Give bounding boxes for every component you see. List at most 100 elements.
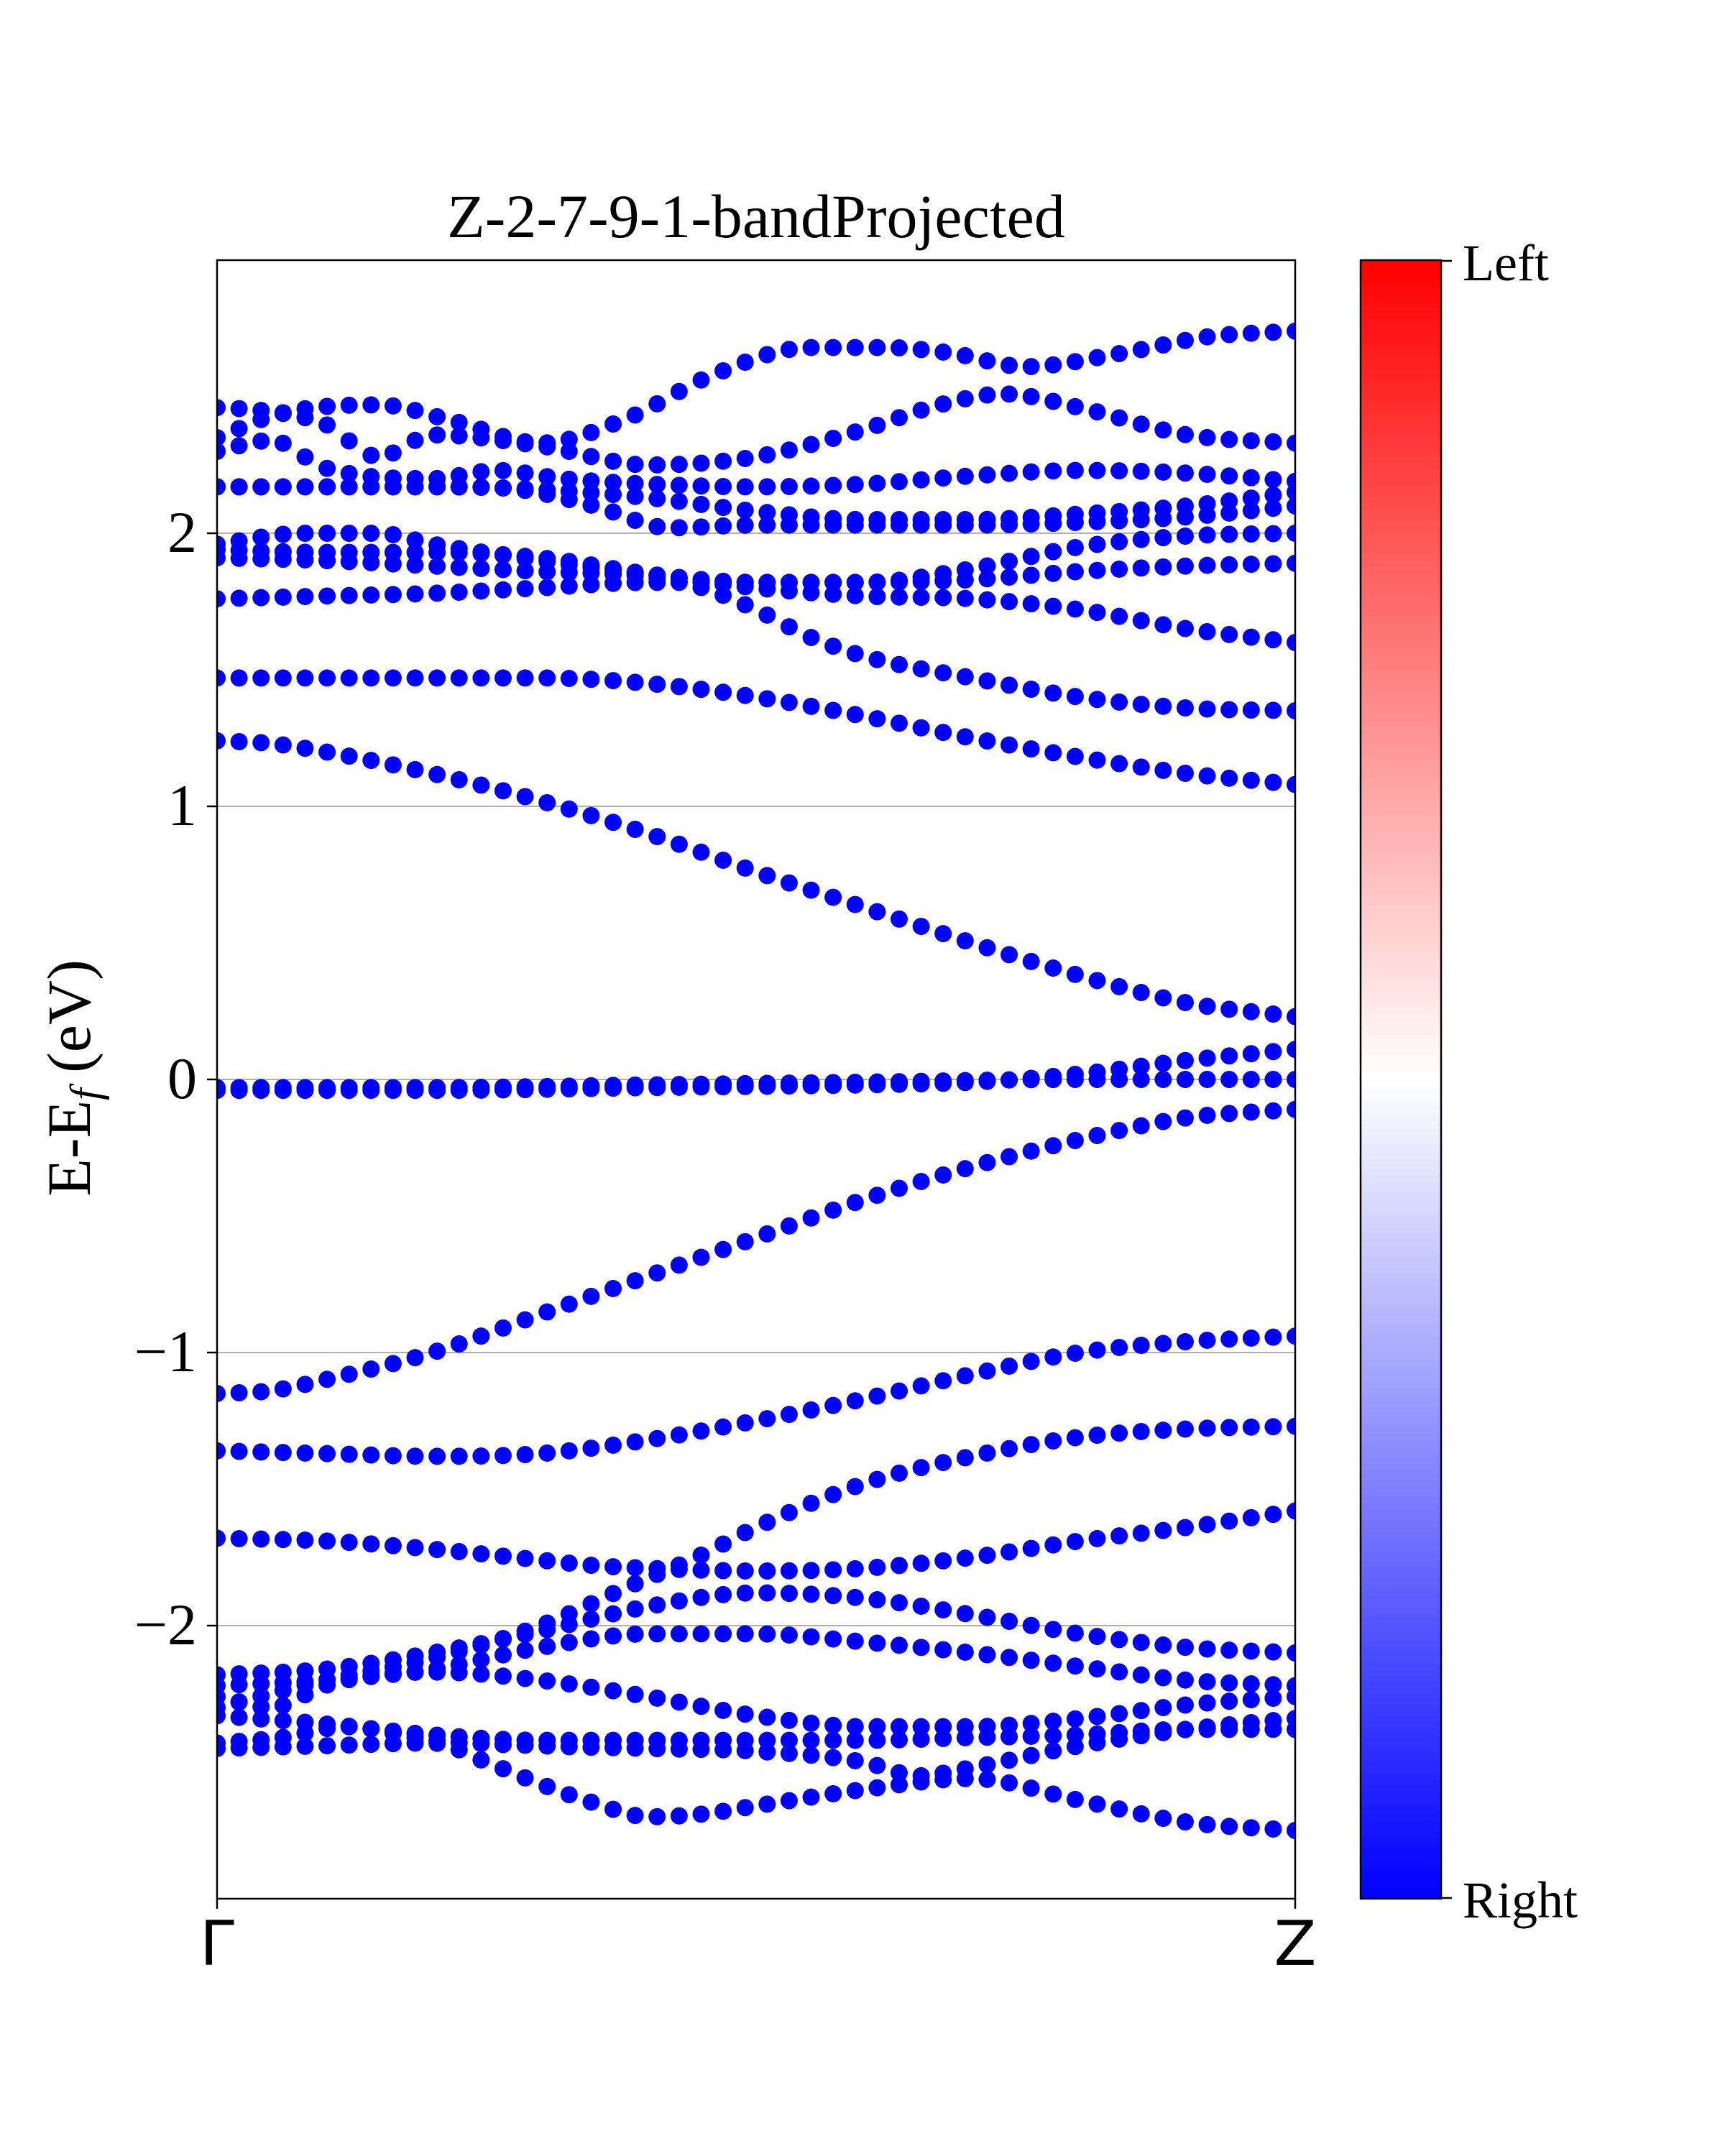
band-point (714, 1418, 732, 1436)
band-point (890, 1594, 908, 1612)
band-point (1044, 597, 1062, 615)
band-point (230, 1384, 248, 1402)
band-point (538, 438, 556, 456)
band-point (780, 478, 798, 496)
band-point (252, 589, 270, 607)
band-point (736, 516, 754, 534)
band-point (340, 464, 358, 482)
band-point (1176, 1696, 1194, 1714)
band-point (824, 585, 842, 603)
band-point (340, 396, 358, 414)
band-point (428, 765, 446, 783)
band-point (670, 1078, 688, 1096)
band-point (736, 1562, 754, 1580)
band-point (1264, 1676, 1282, 1694)
band-point (824, 1561, 842, 1579)
band-point (406, 1734, 424, 1752)
band-point (582, 1630, 600, 1648)
band-point (296, 448, 314, 466)
band-point (1242, 525, 1260, 543)
band-point (824, 1485, 842, 1503)
band-point (1176, 1333, 1194, 1351)
band-point (692, 1625, 710, 1643)
band-point (1044, 959, 1062, 977)
band-point (912, 1597, 930, 1615)
band-point (626, 1807, 644, 1825)
band-point (868, 650, 886, 668)
band-point (1000, 1728, 1018, 1746)
band-point (714, 1562, 732, 1580)
band-point (890, 1464, 908, 1482)
band-point (538, 1777, 556, 1795)
band-point (450, 413, 468, 431)
band-point (868, 474, 886, 492)
band-point (824, 1201, 842, 1219)
band-point (758, 1410, 776, 1428)
band-point (604, 1558, 622, 1576)
band-point (1088, 1733, 1106, 1751)
band-point (824, 338, 842, 356)
band-point (1264, 433, 1282, 451)
band-point (1000, 676, 1018, 694)
band-point (890, 1075, 908, 1093)
band-point (648, 395, 666, 413)
band-point (1242, 1003, 1260, 1021)
band-point (230, 1693, 248, 1711)
band-point (1066, 1710, 1084, 1728)
band-point (296, 1737, 314, 1755)
band-point (912, 1377, 930, 1395)
band-point (1044, 1432, 1062, 1450)
chart-title: Z-2-7-9-1-bandProjected (447, 182, 1065, 251)
band-point (406, 556, 424, 574)
band-point (758, 867, 776, 885)
band-point (846, 1718, 864, 1736)
band-point (736, 478, 754, 496)
band-point (217, 590, 226, 608)
band-point (1044, 515, 1062, 533)
band-point (516, 562, 534, 580)
band-point (1022, 358, 1040, 376)
band-point (1242, 1418, 1260, 1436)
band-point (978, 1770, 996, 1788)
band-point (1132, 1805, 1150, 1823)
band-point (956, 932, 974, 950)
band-point (230, 1739, 248, 1757)
band-point (626, 487, 644, 505)
band-point (472, 1665, 490, 1683)
band-point (802, 1077, 820, 1095)
band-point (560, 1616, 578, 1634)
band-point (670, 573, 688, 591)
band-point (1066, 1624, 1084, 1642)
band-point (1220, 1000, 1238, 1018)
band-point (1287, 484, 1295, 501)
band-point (604, 474, 622, 492)
band-point (670, 492, 688, 510)
band-point (736, 1625, 754, 1643)
band-point (1264, 487, 1282, 505)
band-point (802, 573, 820, 591)
band-point (252, 550, 270, 568)
band-point (384, 1355, 402, 1373)
band-point (1132, 559, 1150, 577)
band-point (296, 1672, 314, 1690)
band-point (582, 1595, 600, 1613)
band-point (1154, 1112, 1172, 1130)
band-point (428, 1342, 446, 1360)
band-point (494, 1630, 512, 1648)
band-point (846, 645, 864, 663)
band-point (340, 525, 358, 542)
band-point (494, 461, 512, 479)
band-point (1044, 1713, 1062, 1731)
band-point (1088, 972, 1106, 990)
band-point (1242, 324, 1260, 342)
band-point (450, 1447, 468, 1465)
band-point (230, 437, 248, 455)
band-point (780, 618, 798, 636)
band-point (670, 835, 688, 853)
band-point (472, 1081, 490, 1099)
band-point (1110, 409, 1128, 427)
band-point (318, 416, 336, 434)
band-point (934, 1074, 952, 1092)
band-point (582, 1439, 600, 1457)
